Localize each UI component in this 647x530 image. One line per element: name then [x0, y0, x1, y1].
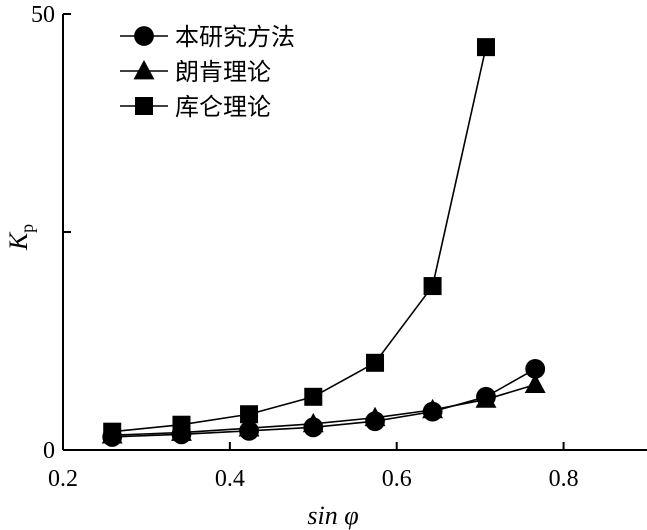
- data-point: [475, 388, 497, 408]
- legend-item-circle: 本研究方法: [120, 23, 295, 51]
- y-axis-label-main: K: [4, 231, 33, 251]
- legend-item-square: 库仑理论: [120, 93, 271, 121]
- series-triangle: [101, 373, 546, 444]
- data-point: [238, 417, 260, 437]
- y-axis-label: Kp: [4, 224, 37, 251]
- data-point: [240, 405, 259, 424]
- x-tick-label: 0.8: [549, 466, 579, 492]
- legend-label: 库仑理论: [175, 93, 271, 121]
- legend-label: 本研究方法: [175, 23, 295, 51]
- x-tick-label: 0.4: [215, 466, 245, 492]
- data-point: [422, 398, 444, 419]
- data-point: [524, 373, 546, 393]
- y-axis-label-sub: p: [17, 224, 37, 233]
- series-layer: [101, 38, 546, 447]
- legend-label: 朗肯理论: [175, 58, 271, 86]
- data-point: [366, 353, 385, 372]
- data-point: [364, 406, 386, 427]
- data-point: [423, 277, 442, 296]
- svg-text:Kp: Kp: [4, 224, 37, 251]
- series-line: [112, 46, 487, 433]
- legend-marker: [134, 26, 154, 46]
- data-point: [525, 359, 546, 379]
- y-tick-label: 0: [43, 438, 55, 464]
- data-point: [302, 412, 324, 433]
- data-point: [476, 38, 495, 57]
- series-line: [112, 383, 536, 436]
- legend-marker: [133, 60, 155, 80]
- x-tick-label: 0.6: [382, 466, 412, 492]
- x-tick-label: 0.2: [48, 466, 78, 492]
- data-point: [172, 415, 191, 434]
- legend-item-triangle: 朗肯理论: [120, 58, 271, 86]
- series-square: [103, 38, 495, 441]
- axes: 0.2 0.4 0.6 0.8 0 50: [31, 2, 647, 492]
- data-point: [304, 387, 323, 406]
- x-axis-label: sin φ: [307, 501, 358, 530]
- data-point: [103, 422, 122, 441]
- y-tick-label: 50: [31, 2, 55, 28]
- legend-marker: [135, 97, 153, 115]
